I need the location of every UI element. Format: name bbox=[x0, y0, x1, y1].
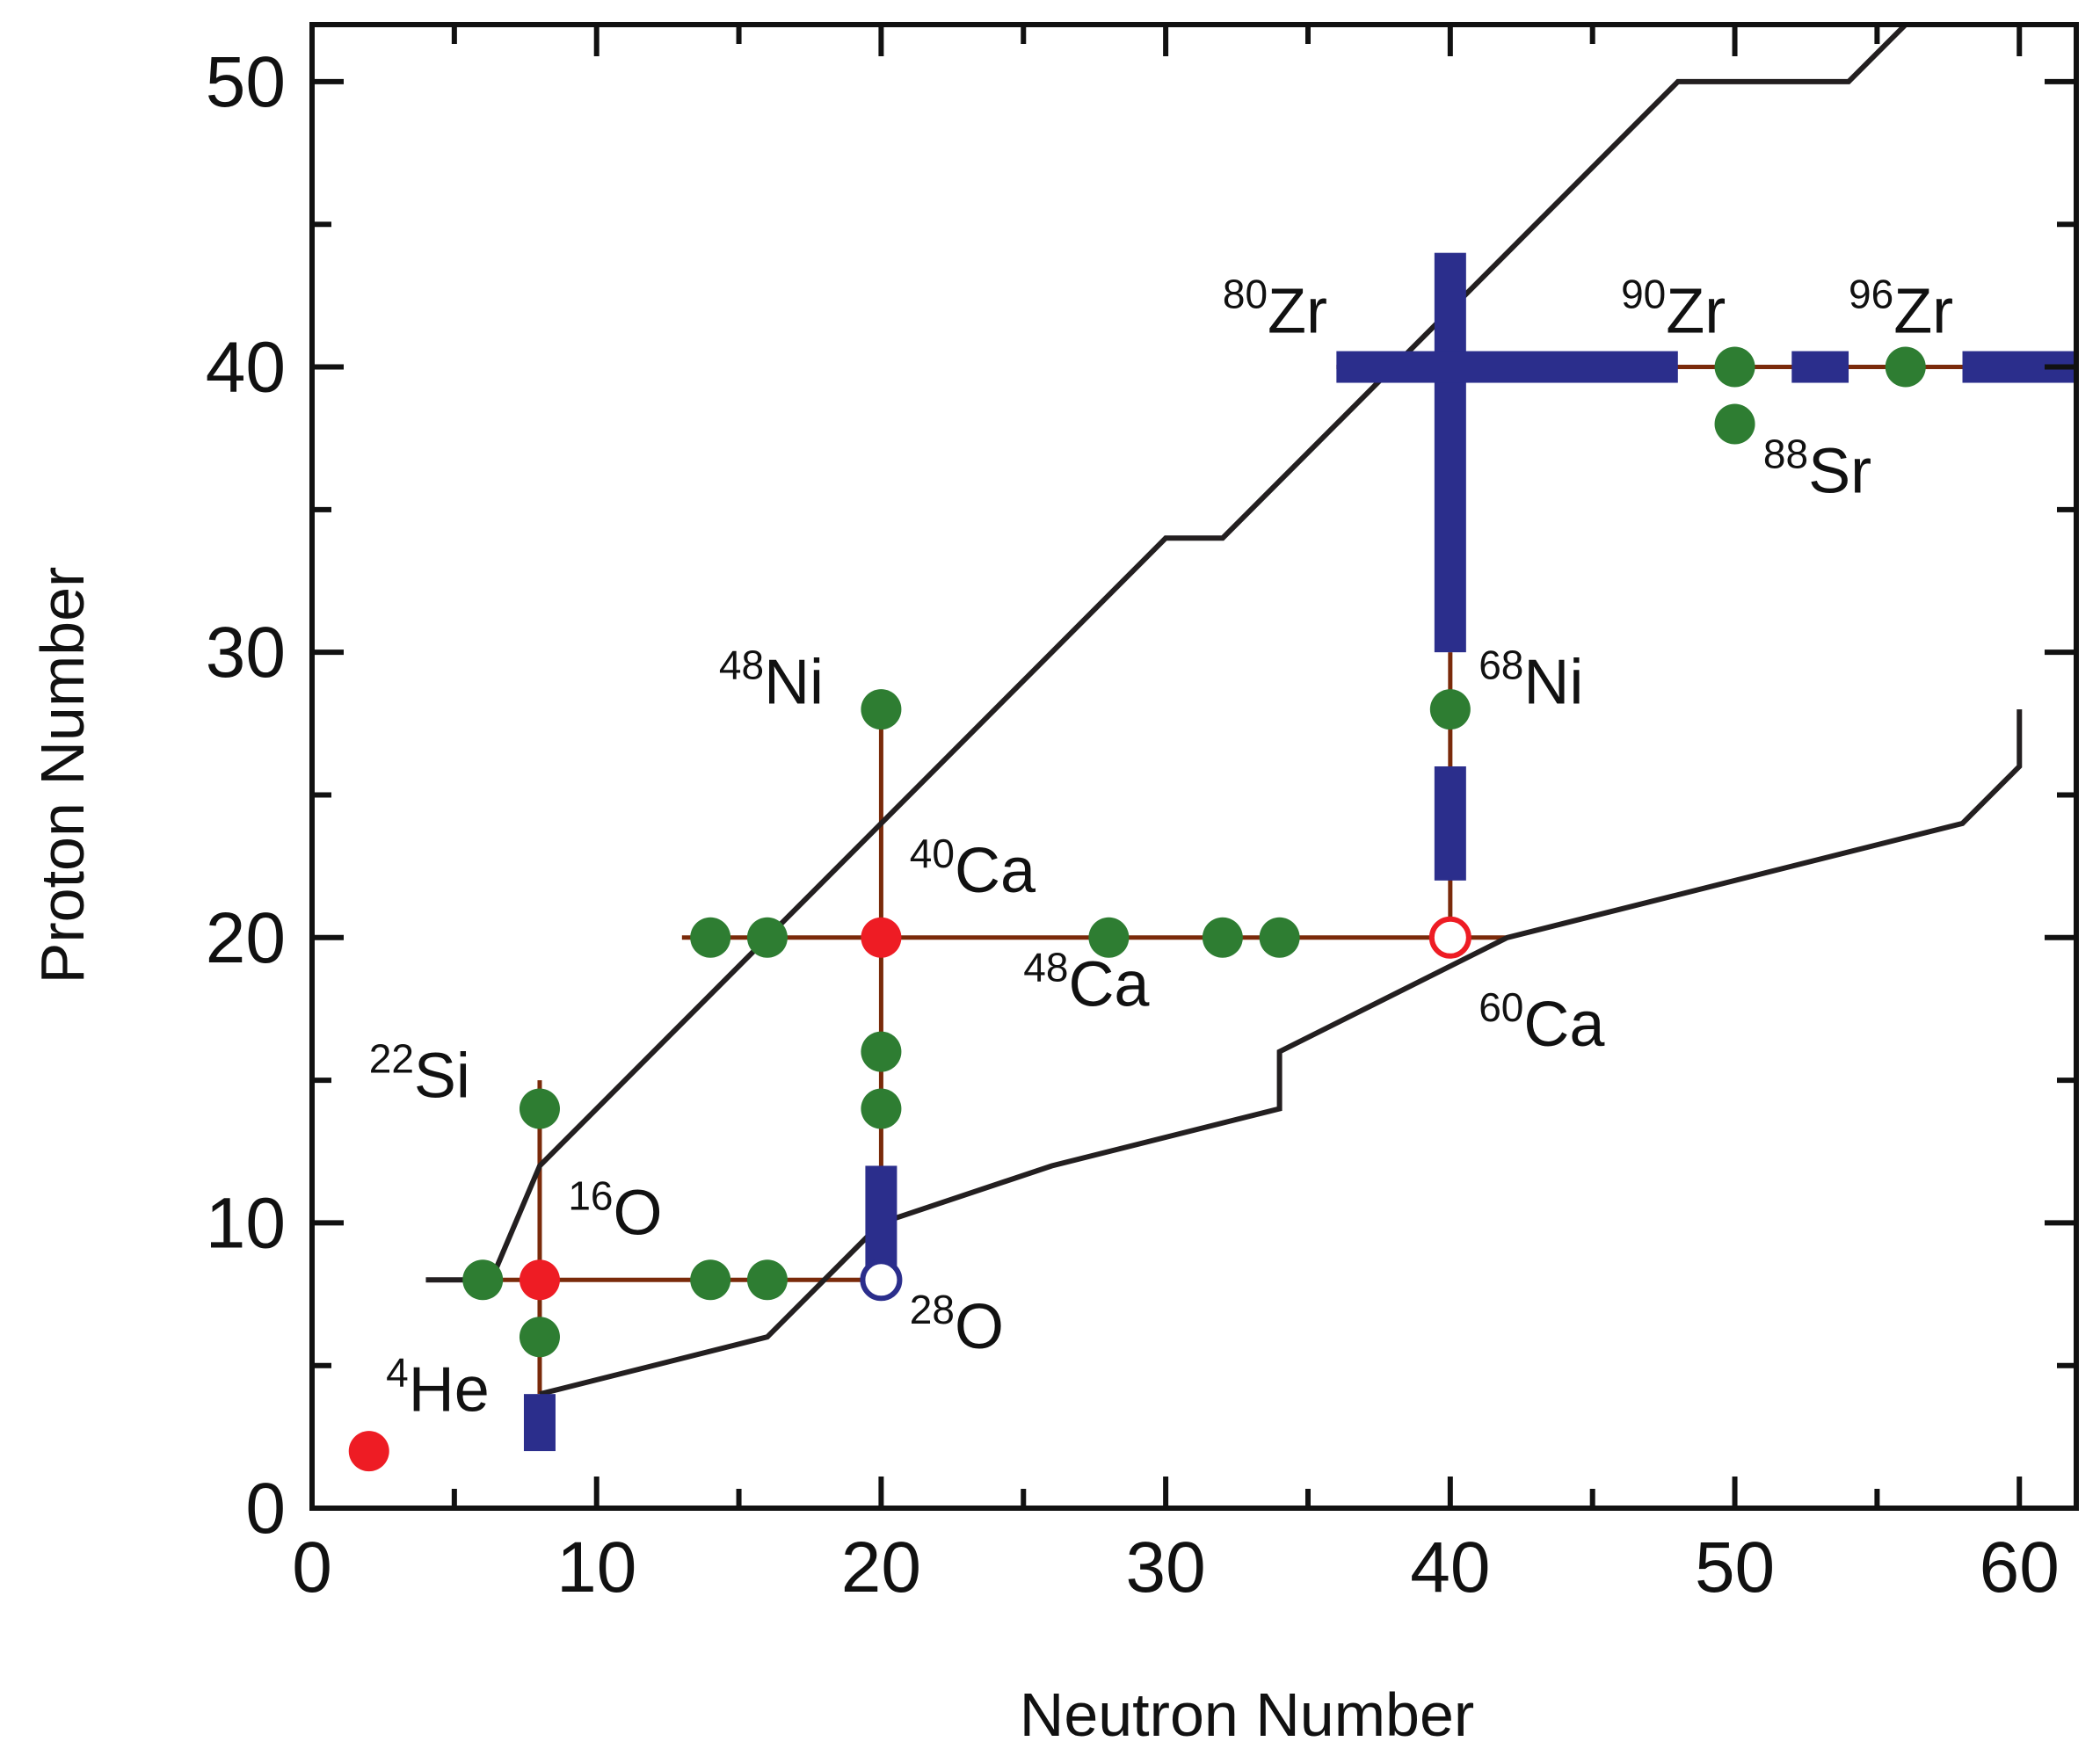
nuclei-markers-layer bbox=[348, 346, 1926, 1472]
stable-nuclei-marker-n28-z20 bbox=[1088, 917, 1130, 958]
drip-lines-layer bbox=[425, 22, 2023, 1397]
isotope-element-symbol: Ca bbox=[1068, 950, 1150, 1020]
x-tick-label-30: 30 bbox=[1126, 1527, 1206, 1607]
isotope-mass-number: 22 bbox=[369, 1036, 414, 1082]
isotope-label-ni-68: 68Ni bbox=[1479, 642, 1583, 718]
isotope-element-symbol: Ca bbox=[955, 836, 1036, 906]
isotope-label-si-22: 22Si bbox=[369, 1036, 470, 1112]
open-red-marker-n40-z20 bbox=[1428, 916, 1471, 959]
shell-gap-bars-layer bbox=[523, 252, 2076, 1452]
chain-lines-layer bbox=[425, 365, 2076, 1395]
isotope-label-o-28: 28O bbox=[910, 1287, 1004, 1362]
y-tick-label-0: 0 bbox=[245, 1469, 286, 1549]
isotope-element-symbol: Zr bbox=[1268, 277, 1327, 347]
x-tick-label-0: 0 bbox=[292, 1527, 332, 1607]
stable-nuclei-marker-n40-z28 bbox=[1429, 689, 1471, 730]
y-tick-label-20: 20 bbox=[206, 898, 286, 978]
x-tick-label-50: 50 bbox=[1695, 1527, 1775, 1607]
axis-ticks-layer: 0 10 20 30 40 50 60 0 10 20 30 40 50 bbox=[206, 25, 2076, 1607]
stable-nuclei-marker-n8-z6 bbox=[519, 1317, 560, 1358]
isotope-label-ni-48: 48Ni bbox=[719, 642, 824, 718]
x-tick-label-40: 40 bbox=[1410, 1527, 1490, 1607]
isotope-element-symbol: He bbox=[409, 1355, 490, 1426]
isotope-mass-number: 68 bbox=[1479, 642, 1523, 688]
isotope-element-symbol: Si bbox=[414, 1041, 470, 1112]
open-blue-marker-n20-z8 bbox=[860, 1259, 903, 1302]
proton-drip-line bbox=[489, 22, 1907, 1281]
stable-nuclei-marker-n8-z14 bbox=[519, 1088, 560, 1129]
isotope-mass-number: 48 bbox=[1023, 945, 1068, 990]
isotope-element-symbol: O bbox=[614, 1178, 663, 1248]
shell-gap-bar-4 bbox=[1434, 252, 1466, 653]
x-axis-title: Neutron Number bbox=[1020, 1680, 1474, 1749]
isotope-element-symbol: Ca bbox=[1523, 990, 1605, 1060]
y-axis-title: Proton Number bbox=[28, 567, 97, 984]
shell-gap-bar-6 bbox=[1791, 351, 1849, 383]
isotope-mass-number: 40 bbox=[910, 831, 955, 876]
isotope-label-sr-88: 88Sr bbox=[1763, 431, 1871, 506]
isotope-mass-number: 28 bbox=[910, 1287, 955, 1332]
doubly-magic-marker-n2-z2 bbox=[348, 1431, 389, 1472]
isotope-mass-number: 16 bbox=[568, 1172, 613, 1218]
isotope-mass-number: 4 bbox=[386, 1350, 409, 1396]
y-tick-label-50: 50 bbox=[206, 42, 286, 122]
isotope-element-symbol: O bbox=[955, 1292, 1004, 1362]
isotope-label-zr-96: 96Zr bbox=[1849, 272, 1953, 347]
x-tick-label-60: 60 bbox=[1980, 1527, 2060, 1607]
shell-gap-bar-1 bbox=[523, 1394, 556, 1452]
y-tick-label-10: 10 bbox=[206, 1183, 286, 1263]
y-tick-label-40: 40 bbox=[206, 328, 286, 408]
isotope-element-symbol: Ni bbox=[1523, 648, 1583, 718]
isotope-mass-number: 96 bbox=[1849, 272, 1893, 317]
doubly-magic-marker-n8-z8 bbox=[519, 1259, 560, 1301]
x-tick-label-10: 10 bbox=[556, 1527, 636, 1607]
isotope-label-ca-48: 48Ca bbox=[1023, 945, 1150, 1020]
stable-nuclei-marker-n20-z16 bbox=[861, 1031, 902, 1072]
isotope-label-ca-60: 60Ca bbox=[1479, 984, 1605, 1060]
isotope-mass-number: 60 bbox=[1479, 984, 1523, 1030]
isotope-element-symbol: Zr bbox=[1666, 277, 1726, 347]
stable-nuclei-marker-n32-z20 bbox=[1202, 917, 1243, 958]
isotope-element-symbol: Zr bbox=[1893, 277, 1953, 347]
stable-nuclei-marker-n50-z38 bbox=[1714, 403, 1755, 445]
neutron-drip-line bbox=[539, 709, 2023, 1397]
shell-gap-bar-5 bbox=[1336, 351, 1678, 383]
stable-nuclei-marker-n16-z8 bbox=[746, 1259, 788, 1301]
isotope-label-zr-90: 90Zr bbox=[1621, 272, 1726, 347]
isotope-label-ca-40: 40Ca bbox=[910, 831, 1036, 906]
stable-nuclei-marker-n6-z8 bbox=[462, 1259, 504, 1301]
stable-nuclei-marker-n20-z28 bbox=[861, 689, 902, 730]
stable-nuclei-marker-n14-z8 bbox=[690, 1259, 731, 1301]
stable-nuclei-marker-n20-z14 bbox=[861, 1088, 902, 1129]
isotope-mass-number: 90 bbox=[1621, 272, 1666, 317]
isotope-element-symbol: Ni bbox=[764, 648, 824, 718]
stable-nuclei-marker-n34-z20 bbox=[1259, 917, 1300, 958]
isotope-element-symbol: Sr bbox=[1808, 436, 1871, 506]
stable-nuclei-marker-n50-z40 bbox=[1714, 346, 1755, 388]
plot-frame bbox=[309, 22, 2079, 1511]
isotope-mass-number: 48 bbox=[719, 642, 764, 688]
x-tick-label-20: 20 bbox=[841, 1527, 921, 1607]
isotope-label-zr-80: 80Zr bbox=[1223, 272, 1327, 347]
y-tick-label-30: 30 bbox=[206, 613, 286, 693]
stable-nuclei-marker-n56-z40 bbox=[1885, 346, 1926, 388]
shell-gap-bar-3 bbox=[1434, 766, 1466, 881]
doubly-magic-marker-n20-z20 bbox=[861, 917, 902, 958]
stable-nuclei-marker-n16-z20 bbox=[746, 917, 788, 958]
isotope-label-he-4: 4He bbox=[386, 1350, 490, 1426]
stable-nuclei-marker-n14-z20 bbox=[690, 917, 731, 958]
isotope-mass-number: 88 bbox=[1763, 431, 1808, 476]
isotope-label-o-16: 16O bbox=[568, 1172, 662, 1248]
isotope-mass-number: 80 bbox=[1223, 272, 1268, 317]
